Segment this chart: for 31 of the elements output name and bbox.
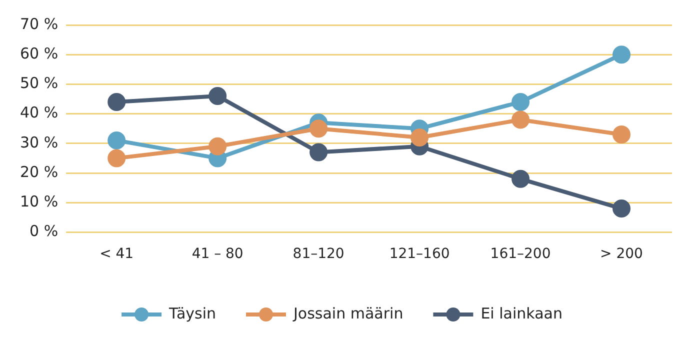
x-tick-label: 121–160: [389, 246, 450, 262]
legend-label: Jossain määrin: [292, 304, 404, 322]
point: [108, 149, 126, 168]
point: [208, 137, 227, 156]
point: [512, 110, 530, 129]
point: [512, 170, 530, 188]
point: [410, 128, 429, 146]
y-tick-label: 50 %: [20, 74, 58, 92]
point: [208, 87, 227, 106]
point: [612, 46, 631, 64]
point: [108, 131, 126, 150]
y-tick-label: 60 %: [20, 44, 58, 62]
x-tick-label: 161–200: [490, 246, 551, 262]
legend-label: Täysin: [168, 304, 216, 322]
x-tick-label: > 200: [600, 246, 643, 262]
point: [310, 143, 328, 162]
y-tick-label: 30 %: [20, 133, 58, 152]
y-tick-label: 20 %: [20, 162, 58, 181]
legend-label: Ei lainkaan: [480, 304, 562, 322]
y-tick-label: 10 %: [20, 192, 58, 210]
y-tick-label: 70 %: [20, 14, 58, 33]
point: [612, 126, 631, 144]
point: [108, 92, 126, 111]
point: [310, 120, 328, 138]
y-tick-label: 40 %: [20, 104, 58, 122]
x-tick-label: < 41: [100, 246, 134, 262]
y-tick-label: 0 %: [30, 222, 58, 240]
point: [612, 200, 631, 218]
point: [512, 92, 530, 111]
x-tick-label: 41 – 80: [192, 246, 244, 262]
x-tick-label: 81–120: [292, 246, 344, 262]
